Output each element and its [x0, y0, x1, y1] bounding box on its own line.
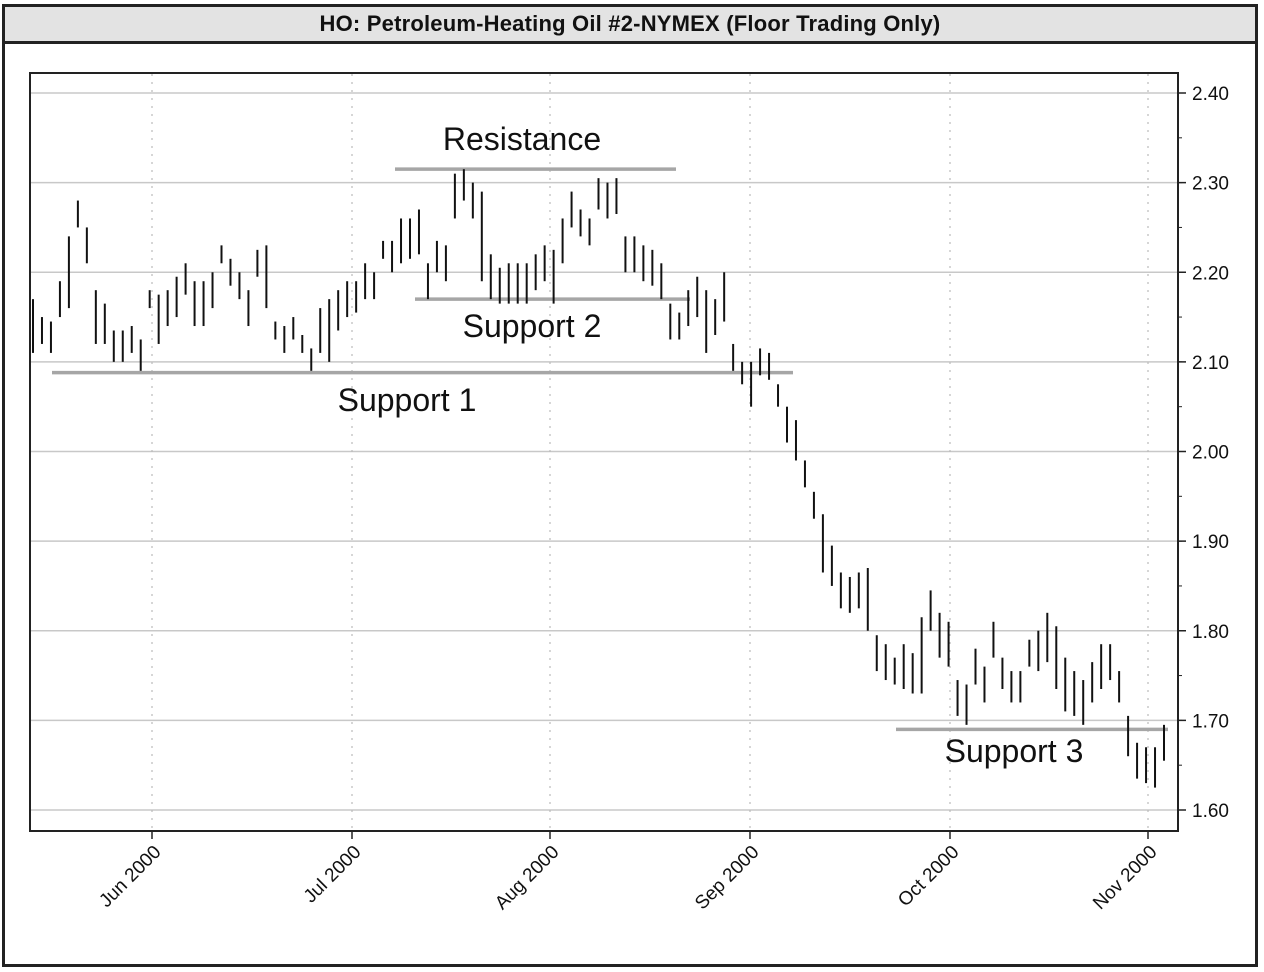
- x-axis: Jun 2000 Jul 2000 Aug 2000 Sep 2000 Oct 2000…: [95, 831, 1162, 914]
- annotation-support-3: Support 3: [945, 733, 1084, 769]
- annotation-labels: Resistance Support 2 Support 1 Support 3: [338, 121, 1084, 769]
- x-tick-label: Jul 2000: [300, 842, 366, 908]
- y-tick-label: 1.60: [1192, 801, 1229, 822]
- y-tick-label: 1.90: [1192, 532, 1229, 553]
- y-tick-label: 1.80: [1192, 622, 1229, 643]
- y-axis: 2.40 2.30 2.20 2.10 2.00 1.90 1.80 1.70 1.60: [1178, 84, 1229, 822]
- support-resistance-lines: [52, 167, 1168, 732]
- horizontal-gridlines: [31, 92, 1177, 811]
- x-tick-label: Nov 2000: [1089, 842, 1161, 914]
- annotation-resistance: Resistance: [443, 121, 601, 157]
- y-tick-label: 1.70: [1192, 711, 1229, 732]
- x-tick-label: Aug 2000: [491, 842, 563, 914]
- y-tick-label: 2.00: [1192, 443, 1229, 464]
- price-bars: [32, 169, 1165, 788]
- y-tick-label: 2.40: [1192, 84, 1229, 105]
- chart-title: HO: Petroleum-Heating Oil #2-NYMEX (Floo…: [319, 11, 941, 36]
- annotation-support-2: Support 2: [463, 308, 602, 344]
- x-tick-label: Sep 2000: [691, 842, 763, 914]
- annotation-support-1: Support 1: [338, 382, 477, 418]
- chart-title-bar: HO: Petroleum-Heating Oil #2-NYMEX (Floo…: [2, 4, 1258, 44]
- y-tick-label: 2.10: [1192, 353, 1229, 374]
- x-tick-label: Jun 2000: [95, 842, 165, 912]
- x-tick-label: Oct 2000: [894, 842, 963, 911]
- y-tick-label: 2.30: [1192, 174, 1229, 195]
- y-tick-label: 2.20: [1192, 263, 1229, 284]
